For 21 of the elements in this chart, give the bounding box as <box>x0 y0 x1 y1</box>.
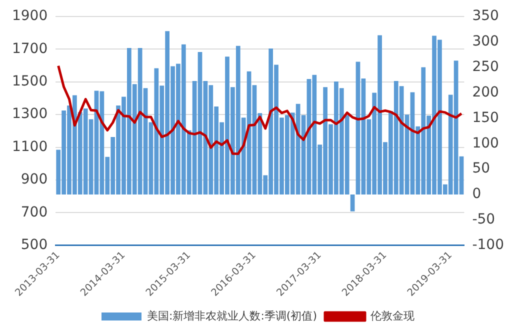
y-tick-label: 1100 <box>12 138 48 155</box>
y-tick-label: 1900 <box>12 8 48 24</box>
y2-tick-label: 0 <box>472 186 482 202</box>
y2-tick-label: 50 <box>472 160 490 177</box>
bar <box>350 194 355 212</box>
y2-tick-label: 350 <box>472 8 499 24</box>
y2-tick-label: 100 <box>472 135 499 152</box>
y-tick-label: 500 <box>20 237 48 254</box>
y-tick-label: 1700 <box>12 40 48 57</box>
y2-tick-label: 200 <box>472 84 499 100</box>
legend-label: 伦敦金现 <box>370 309 414 322</box>
y2-tick-label: -100 <box>472 237 504 254</box>
y2-tick-label: 250 <box>472 58 499 75</box>
y-tick-label: 1500 <box>12 73 48 90</box>
y-tick-label: 700 <box>20 204 48 220</box>
legend-label: 美国:新增非农就业人数:季调(初值) <box>147 309 317 322</box>
y2-tick-label: 300 <box>472 33 499 50</box>
y-tick-label: 900 <box>20 172 48 188</box>
y2-tick-label: 150 <box>472 110 499 126</box>
y-tick-label: 1300 <box>12 106 48 122</box>
y2-tick-label: -50 <box>472 212 496 228</box>
